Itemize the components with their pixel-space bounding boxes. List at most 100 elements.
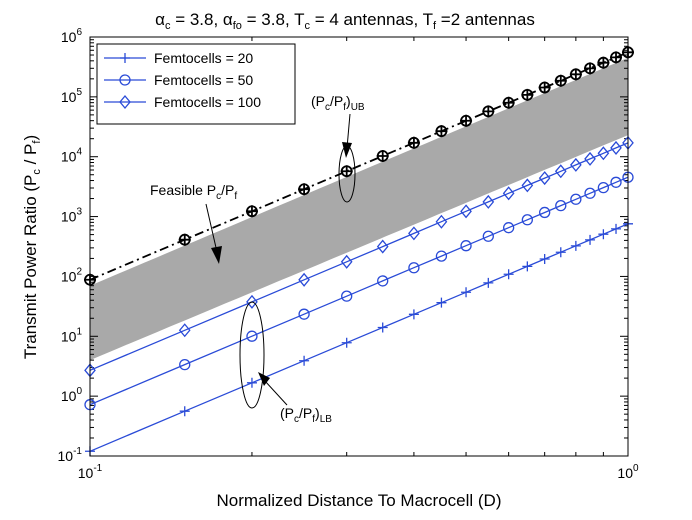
data-point (482, 194, 495, 209)
y-tick-label: 100 (61, 386, 83, 404)
data-point (584, 187, 596, 199)
data-point (178, 233, 191, 246)
annotation-feasible-label: Feasible Pc/Pf (150, 182, 237, 202)
y-axis-label: Transmit Power Ratio (Pc / Pf) (21, 135, 43, 359)
annotation-feasible: Feasible Pc/Pf (150, 182, 237, 264)
data-point (435, 125, 448, 138)
data-point (570, 157, 582, 172)
annotation-lb-arrow-line (264, 380, 288, 406)
legend-marker (120, 53, 130, 63)
data-point (554, 74, 567, 87)
y-tick-label: 106 (61, 27, 83, 45)
data-point (340, 254, 353, 269)
data-point (436, 297, 447, 308)
annotation-feasible-arrow-line (205, 203, 218, 253)
data-point (522, 261, 533, 272)
y-tick-label: 104 (61, 147, 83, 165)
data-point (597, 56, 610, 69)
annotation-ub-arrow-line (346, 113, 351, 149)
data-point (570, 240, 581, 251)
data-point (408, 226, 420, 241)
data-point (460, 240, 472, 252)
annotation-feasible-arrow-head (211, 246, 222, 264)
data-point (584, 151, 596, 166)
legend-label: Femtocells = 50 (154, 72, 253, 88)
data-point (376, 239, 389, 254)
data-point (246, 330, 258, 342)
legend-box (96, 43, 296, 125)
feasible-region (90, 57, 628, 361)
annotation-ub-arrow-head (342, 142, 352, 158)
data-point (407, 136, 420, 149)
data-point (555, 247, 566, 258)
data-point (521, 88, 534, 101)
data-point (408, 262, 420, 274)
legend-item: Femtocells = 100 (104, 94, 261, 110)
data-point (521, 178, 534, 193)
legend-item: Femtocells = 50 (104, 72, 253, 88)
data-point (538, 81, 551, 94)
data-point (584, 62, 597, 75)
data-point (435, 250, 448, 262)
data-point (377, 275, 389, 287)
data-point (179, 406, 190, 417)
series-layer (84, 46, 634, 457)
series-line (89, 142, 629, 371)
data-point (597, 146, 610, 161)
data-point (246, 377, 257, 388)
data-point (503, 269, 514, 280)
legend-label: Femtocells = 100 (154, 94, 261, 110)
data-point (555, 199, 567, 212)
legend-marker (119, 94, 131, 110)
series-3 (84, 46, 634, 286)
legend-item: Femtocells = 20 (104, 50, 253, 66)
annotation-ub: (Pc/Pf)UB (311, 93, 365, 203)
data-point (554, 164, 567, 179)
data-point (598, 229, 609, 240)
data-point (299, 355, 310, 366)
y-tick-label: 103 (61, 207, 83, 225)
y-tick-label: 102 (61, 266, 83, 284)
data-point (539, 254, 550, 265)
data-point (298, 308, 310, 320)
legend-items: Femtocells = 20 Femtocells = 50 Femtocells… (104, 50, 261, 110)
data-point (502, 186, 515, 201)
data-point (245, 205, 258, 218)
annotation-ub-label: (Pc/Pf)UB (311, 93, 365, 113)
legend-label: Femtocells = 20 (154, 50, 253, 66)
x-axis-label: Normalized Distance To Macrocell (D) (217, 491, 502, 510)
annotation-lb-ellipse (239, 301, 265, 409)
data-point (298, 272, 310, 287)
data-point (461, 287, 472, 298)
data-point (341, 337, 352, 348)
data-point (482, 105, 495, 118)
annotation-lb-label: (Pc/Pf)LB (280, 405, 332, 425)
data-point (408, 309, 419, 320)
annotation-lb-arrow-head (258, 372, 270, 386)
data-point (502, 222, 515, 234)
data-point (178, 323, 191, 338)
data-point (539, 206, 551, 219)
y-tick-label: 101 (61, 326, 83, 344)
data-point (341, 290, 353, 302)
chart-title: αc = 3.8, αfo = 3.8, Tc = 4 antennas, Tf… (155, 10, 535, 32)
data-point (246, 294, 258, 309)
data-point (569, 68, 582, 81)
data-point (610, 140, 622, 155)
axes-box (89, 36, 629, 457)
data-point (538, 171, 551, 186)
data-point (610, 176, 622, 188)
data-point (460, 204, 472, 219)
x-tick-label: 10-1 (78, 463, 103, 481)
series-line (89, 176, 629, 406)
annotation-lb: (Pc/Pf)LB (239, 301, 332, 425)
y-tick-labels: 10-1 100 101 102 103 104 105 106 (58, 27, 83, 464)
data-point (340, 165, 353, 178)
x-tick-label: 100 (617, 463, 639, 481)
data-point (502, 96, 515, 109)
data-point (460, 114, 473, 127)
x-tick-labels: 10-1 100 (78, 463, 639, 481)
data-point (597, 181, 610, 194)
data-point (483, 277, 494, 288)
